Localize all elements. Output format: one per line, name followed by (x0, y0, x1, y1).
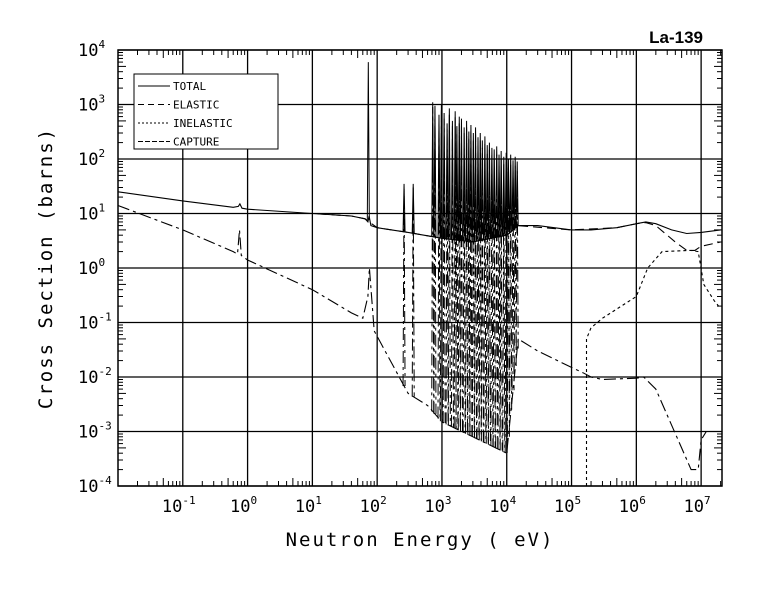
capture-resonance-peak (469, 131, 473, 436)
capture-resonance-peak (402, 187, 406, 386)
capture-resonance-peak (465, 127, 469, 434)
x-tick-labels: 10-1 100 101 102 103 104 105 106 107 (162, 494, 711, 517)
legend: TOTAL ELASTIC INELASTIC CAPTURE (133, 73, 279, 150)
capture-resonance-peak (492, 156, 496, 448)
capture-resonance-peak (453, 116, 457, 429)
capture-resonance-peak (478, 140, 482, 441)
capture-resonance-peak (480, 147, 484, 442)
capture-resonance-peak (447, 114, 451, 426)
capture-resonance-peak (476, 143, 480, 440)
capture-resonance-peak (433, 109, 437, 414)
elastic-line (247, 212, 721, 251)
capture-resonance-peak (485, 152, 489, 444)
capture-resonance-peak (431, 106, 435, 412)
capture-resonance-peak (411, 187, 415, 397)
x-axis-title: Neutron Energy ( eV) (286, 529, 555, 551)
capture-resonance-peak (474, 134, 478, 439)
total-line (117, 191, 721, 243)
capture-resonance-peak (462, 132, 466, 433)
capture-resonance-peak (490, 154, 494, 446)
x-tick-label: 10-1 (162, 494, 196, 517)
chart-title: La-139 (649, 28, 703, 47)
y-tick-label: 10-3 (78, 420, 112, 443)
total-resonance-peak (366, 62, 370, 220)
x-tick-label: 106 (619, 494, 646, 517)
total-resonance-peak (497, 154, 501, 237)
y-axis-title: Cross Section (barns) (35, 127, 57, 409)
total-resonance-peak (433, 105, 437, 238)
total-resonance-peak (506, 158, 510, 234)
x-tick-label: 104 (489, 494, 516, 517)
capture-resonance-peak (459, 126, 463, 432)
x-tick-label: 103 (424, 494, 451, 517)
y-tick-label: 10-4 (78, 474, 112, 497)
inelastic-line (585, 249, 722, 486)
total-resonance-peak (402, 183, 406, 232)
total-resonance-peak (431, 102, 435, 237)
legend-label-inelastic: INELASTIC (173, 117, 233, 130)
y-tick-label: 104 (78, 38, 105, 61)
y-tick-label: 100 (78, 256, 105, 279)
capture-resonance-peak (509, 164, 513, 414)
y-tick-label: 10-2 (78, 365, 112, 388)
capture-resonance-peak (483, 143, 487, 443)
capture-resonance-peak (515, 171, 519, 349)
capture-resonance-peak (457, 123, 461, 431)
capture-resonance-peak (437, 120, 441, 419)
series-group (117, 62, 722, 486)
capture-resonance-peak (497, 161, 501, 450)
y-tick-label: 103 (78, 93, 105, 116)
total-resonance-peak (455, 126, 459, 241)
legend-label-capture: CAPTURE (173, 136, 219, 149)
x-tick-label: 107 (684, 494, 711, 517)
minor-ticks (118, 50, 722, 486)
capture-resonance-peak (504, 161, 508, 453)
x-tick-label: 102 (360, 494, 387, 517)
y-tick-labels: 104 103 102 101 100 10-1 10-2 10-3 10-4 (78, 38, 112, 497)
y-tick-label: 10-1 (78, 311, 112, 334)
total-resonance-peak (504, 152, 508, 236)
capture-line (117, 204, 721, 471)
total-resonance-peak (502, 156, 506, 236)
y-tick-label: 101 (78, 202, 105, 225)
capture-resonance-peak (455, 132, 459, 430)
capture-resonance-peak (467, 137, 471, 435)
capture-resonance-peak (495, 154, 499, 449)
legend-label-elastic: ELASTIC (173, 99, 219, 112)
capture-resonance-peak (499, 158, 503, 451)
x-tick-label: 100 (230, 494, 257, 517)
capture-resonance-peak (450, 126, 454, 427)
capture-resonance-peak (439, 109, 443, 422)
y-tick-label: 102 (78, 147, 105, 170)
x-tick-label: 105 (554, 494, 581, 517)
capture-resonance-peak (513, 165, 517, 369)
x-tick-label: 101 (295, 494, 322, 517)
capture-resonance-peak (502, 164, 506, 452)
capture-resonance-peak (445, 129, 449, 425)
capture-resonance-peak (511, 169, 515, 391)
capture-resonance-peak (506, 167, 510, 437)
plot-frame (117, 49, 723, 487)
total-resonance-peak (411, 183, 415, 234)
capture-resonance-peak (487, 149, 491, 445)
total-resonance-peak (442, 112, 446, 239)
capture-resonance-peak (442, 118, 446, 423)
capture-resonance-peak (471, 139, 475, 438)
legend-label-total: TOTAL (173, 80, 206, 93)
